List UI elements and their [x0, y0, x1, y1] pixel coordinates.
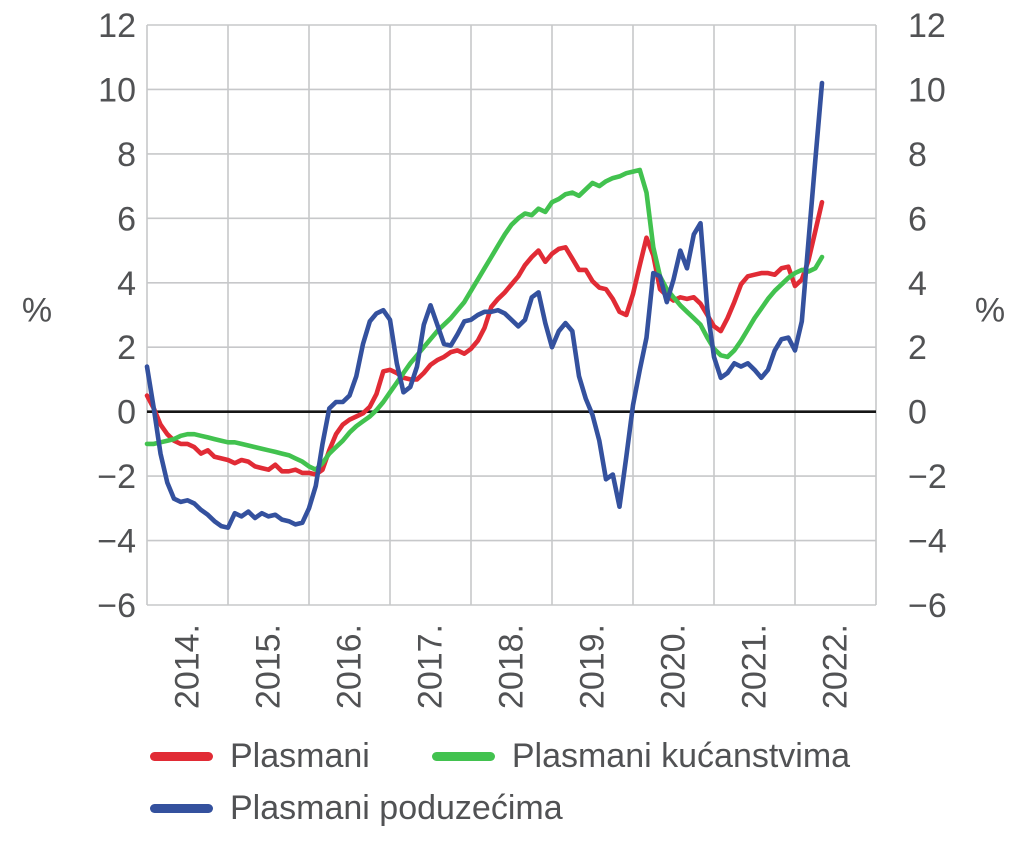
y-axis-unit-right: %: [974, 291, 1006, 330]
legend-label-poduzecima: Plasmani poduzećima: [230, 789, 563, 827]
y-tick-label-right: 0: [908, 394, 927, 432]
x-tick-label: 2016.: [331, 624, 369, 709]
x-tick-label: 2022.: [817, 624, 855, 709]
legend-line-sample-green: [431, 752, 495, 761]
y-tick-label-right: −4: [908, 523, 947, 561]
legend-line-sample-red: [150, 752, 213, 761]
x-tick-label: 2017.: [412, 624, 450, 709]
x-tick-label: 2021.: [736, 624, 774, 709]
legend-label-plasmani: Plasmani: [230, 737, 370, 775]
y-tick-label-right: 10: [908, 71, 946, 109]
legend-item-plasmani: Plasmani: [150, 737, 370, 776]
y-tick-label-right: 8: [908, 136, 927, 174]
x-tick-label: 2018.: [493, 624, 531, 709]
y-tick-label-right: 4: [908, 265, 927, 303]
y-tick-label-left: 6: [117, 200, 136, 238]
y-tick-label-left: 12: [98, 7, 136, 45]
legend-label-kucanstvima: Plasmani kućanstvima: [511, 737, 851, 775]
y-tick-label-left: 4: [117, 265, 136, 303]
y-tick-label-left: −4: [97, 523, 136, 561]
y-tick-label-right: 12: [908, 7, 946, 45]
y-tick-label-left: 8: [117, 136, 136, 174]
y-tick-label-right: −2: [908, 458, 947, 496]
x-tick-label: 2020.: [655, 624, 693, 709]
legend-row-2: Plasmani poduzećima: [150, 789, 850, 828]
y-tick-label-left: −6: [97, 587, 136, 625]
x-tick-label: 2014.: [169, 624, 207, 709]
x-tick-label: 2019.: [574, 624, 612, 709]
legend-row-1: Plasmani Plasmani kućanstvima: [150, 737, 850, 776]
legend: Plasmani Plasmani kućanstvima Plasmani p…: [150, 737, 850, 828]
y-axis-unit-left: %: [21, 291, 53, 330]
y-tick-label-right: 6: [908, 200, 927, 238]
legend-item-kucanstvima: Plasmani kućanstvima: [431, 737, 851, 776]
x-tick-label: 2015.: [250, 624, 288, 709]
y-tick-label-left: 2: [117, 329, 136, 367]
series-line-plasmani-ku-anstvima: [144, 167, 825, 472]
y-tick-label-left: 0: [117, 394, 136, 432]
y-tick-label-left: −2: [97, 458, 136, 496]
series-line-plasmani: [144, 199, 825, 477]
y-tick-label-left: 10: [98, 71, 136, 109]
y-tick-label-right: 2: [908, 329, 927, 367]
legend-line-sample-blue: [150, 804, 213, 813]
legend-item-poduzecima: Plasmani poduzećima: [150, 789, 563, 828]
y-tick-label-right: −6: [908, 587, 947, 625]
series-line-plasmani-poduze-ima: [144, 80, 825, 530]
